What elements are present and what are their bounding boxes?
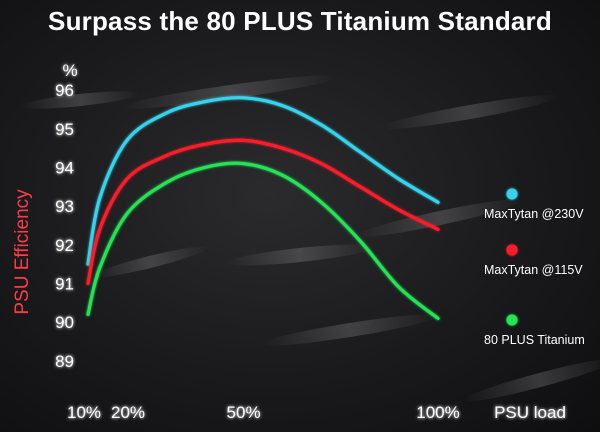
background-streaks	[20, 75, 600, 402]
axes	[86, 66, 480, 393]
legend-marker	[506, 188, 518, 200]
y-tick-label: 94	[55, 158, 74, 177]
legend-label: MaxTytan @115V	[484, 263, 583, 277]
x-tick-label: 100%	[416, 403, 459, 422]
y-unit-label: %	[62, 61, 77, 80]
x-tick-label: 20%	[111, 403, 145, 422]
legend: MaxTytan @230V MaxTytan @115V 80 PLUS Tita…	[484, 188, 585, 347]
x-tick-label: 10%	[67, 403, 101, 422]
y-tick-label: 93	[55, 197, 74, 216]
legend-marker	[506, 244, 518, 256]
x-axis-label: PSU load	[494, 403, 566, 422]
y-tick-label: 92	[55, 236, 74, 255]
x-tick-label: 50%	[227, 403, 261, 422]
legend-label: 80 PLUS Titanium	[484, 333, 585, 347]
legend-label: MaxTytan @230V	[484, 207, 584, 221]
y-axis-label: PSU Efficiency	[12, 189, 33, 315]
y-tick-label: 91	[55, 275, 74, 294]
y-tick-label: 96	[55, 81, 74, 100]
y-tick-label: 95	[55, 120, 74, 139]
series-line-80-plus-titanium	[86, 161, 440, 320]
series-line-maxtytan-115v	[86, 138, 440, 286]
chart-title: Surpass the 80 PLUS Titanium Standard	[48, 6, 552, 36]
legend-marker	[506, 314, 518, 326]
y-tick-label: 89	[55, 352, 74, 371]
series-lines	[86, 96, 440, 320]
y-tick-label: 90	[55, 313, 74, 332]
tick-labels: 89 90 91 92 93 94 95 96% 10% 20% 50% 100% PSU load PS…	[12, 61, 566, 422]
series-line-maxtytan-230v	[86, 96, 440, 266]
